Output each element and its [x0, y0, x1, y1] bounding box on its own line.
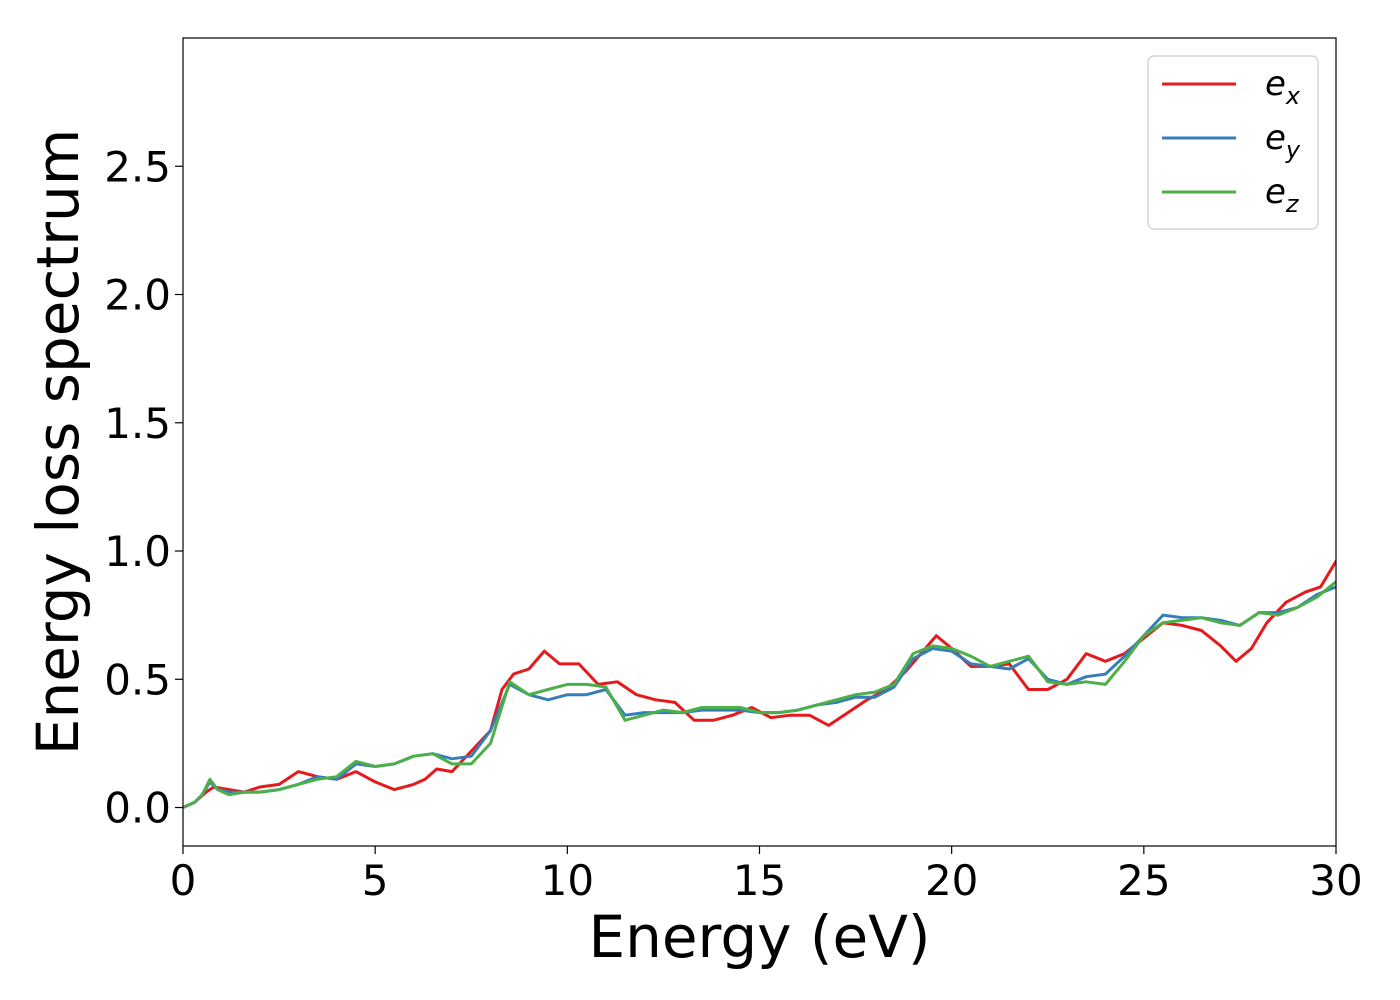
- x-axis: 0 5 10 15 20 25 30: [170, 846, 1363, 905]
- legend-label-y: ey: [1265, 118, 1301, 164]
- y-tick-label: 1.0: [104, 527, 171, 576]
- plot-lines: [183, 559, 1336, 809]
- y-tick-label: 2.0: [104, 271, 171, 320]
- x-tick-label: 5: [362, 856, 389, 905]
- y-tick-label: 0.5: [104, 655, 171, 704]
- legend-label-x: ex: [1265, 64, 1301, 110]
- x-tick-label: 15: [733, 856, 786, 905]
- x-tick-label: 30: [1309, 856, 1362, 905]
- x-tick-label: 0: [170, 856, 197, 905]
- series-line-z: [183, 580, 1336, 809]
- x-tick-label: 20: [925, 856, 978, 905]
- x-tick-label: 10: [541, 856, 594, 905]
- y-axis-title: Energy loss spectrum: [24, 129, 92, 755]
- x-tick-label: 25: [1117, 856, 1170, 905]
- legend: ex ey ez: [1147, 55, 1319, 230]
- x-axis-title: Energy (eV): [588, 903, 930, 971]
- y-tick-label: 2.5: [104, 142, 171, 191]
- legend-label-z: ez: [1265, 172, 1300, 218]
- y-axis: 0.0 0.5 1.0 1.5 2.0 2.5: [104, 142, 183, 833]
- y-tick-label: 0.0: [104, 784, 171, 833]
- y-tick-label: 1.5: [104, 399, 171, 448]
- series-line-x: [183, 559, 1336, 809]
- legend-box: [1147, 55, 1319, 230]
